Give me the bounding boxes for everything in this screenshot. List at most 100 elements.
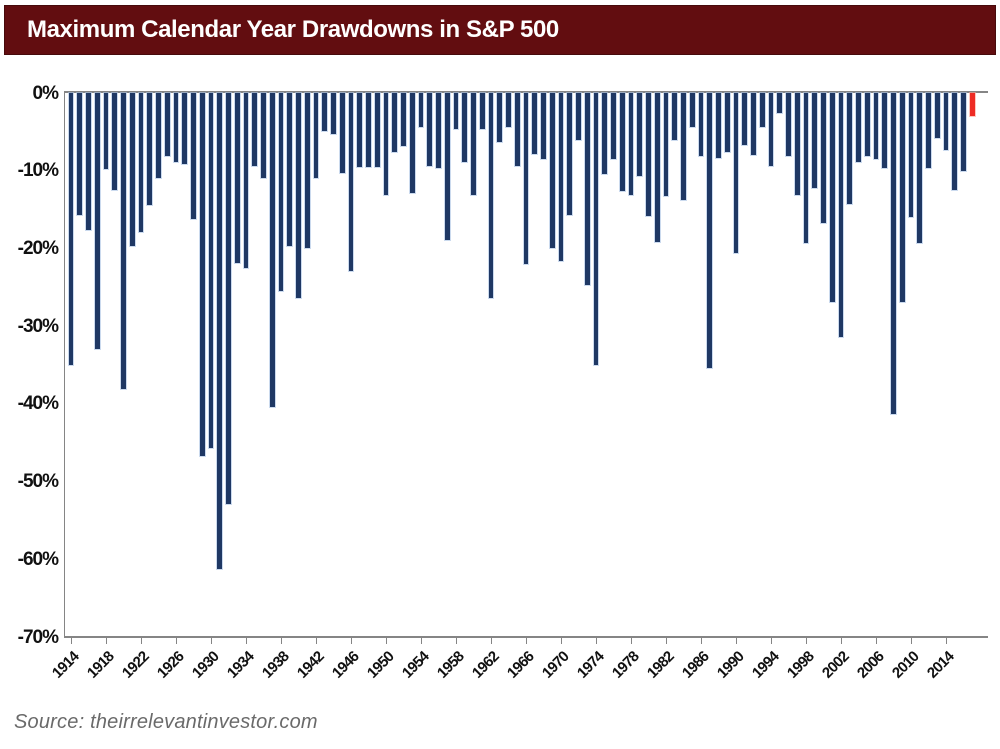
x-axis-tick-mark [841,637,842,644]
bar-1951 [392,92,398,152]
x-axis-tick-label: 1918 [83,647,118,682]
bar-1926 [173,92,179,162]
bar-1967 [532,92,538,154]
bar-2017-highlighted [969,92,975,116]
bar-1925 [164,92,170,157]
bar-1945 [339,92,345,173]
bar-2002 [838,92,844,337]
x-axis-tick-mark [351,637,352,644]
bar-1920 [121,92,126,390]
x-axis-tick-mark [701,637,702,644]
bar-1941 [304,92,310,248]
x-axis-tick-mark [806,637,807,644]
y-axis-tick-label: -40% [17,393,59,415]
bar-1952 [401,92,406,147]
bar-1972 [576,92,581,140]
bar-1922 [138,92,144,233]
x-axis-tick-label: 1974 [573,647,608,682]
bar-1993 [759,92,765,128]
bar-1982 [663,92,669,196]
x-axis-tick-label: 1970 [538,647,573,682]
x-axis-tick-mark [526,637,527,644]
bar-2015 [952,92,958,190]
title-bar: Maximum Calendar Year Drawdowns in S&P 5… [4,5,996,55]
bar-1944 [331,92,336,135]
x-axis-tick-label: 1958 [433,647,468,682]
x-axis-tick-mark [771,637,772,644]
bar-1949 [374,92,380,168]
x-axis-tick-label: 1926 [153,647,188,682]
bar-1916 [86,92,91,231]
bar-1988 [716,92,721,158]
x-axis-tick-mark [876,637,877,644]
bar-1915 [77,92,83,215]
bar-2012 [926,92,931,168]
x-axis-tick-mark [421,637,422,644]
bar-1955 [427,92,433,167]
bar-2008 [891,92,896,415]
x-axis-tick-mark [71,637,72,644]
bar-2001 [829,92,835,303]
x-axis-tick-mark [386,637,387,644]
x-axis-tick-label: 1986 [678,647,713,682]
x-axis-tick-mark [596,637,597,644]
bar-1969 [549,92,555,248]
x-axis-tick-mark [946,637,947,644]
bar-1990 [733,92,739,254]
x-axis-tick-label: 1930 [188,647,223,682]
bar-1981 [654,92,660,242]
x-axis-tick-label: 1994 [748,647,783,682]
bar-1948 [366,92,371,168]
bar-1960 [471,92,476,196]
bar-1923 [147,92,153,206]
x-axis-tick-label: 1982 [643,647,678,682]
bar-1954 [418,92,424,128]
x-axis-tick-mark [141,637,142,644]
x-axis-tick-mark [561,637,562,644]
x-axis-tick-mark [666,637,667,644]
bar-1963 [497,92,503,143]
bar-1953 [409,92,415,193]
bar-2010 [908,92,914,217]
bar-1950 [383,92,389,196]
bar-1961 [479,92,485,130]
x-axis-line [64,635,988,638]
x-axis-tick-label: 1942 [293,647,328,682]
bar-1918 [103,92,109,169]
bar-1996 [786,92,791,157]
bar-1924 [156,92,161,178]
bar-2006 [873,92,879,159]
bar-1939 [287,92,293,247]
bar-1937 [269,92,275,408]
x-axis-tick-mark [281,637,282,644]
bar-2004 [856,92,861,163]
x-axis-tick-label: 2014 [923,647,958,682]
bar-1973 [584,92,590,286]
bar-1985 [689,92,695,128]
bar-1933 [234,92,240,264]
x-axis-tick-label: 1966 [503,647,538,682]
source-attribution: Source: theirrelevantinvestor.com [14,711,318,733]
bar-1999 [812,92,818,189]
bar-1929 [199,92,205,457]
bar-1984 [681,92,686,200]
bar-2009 [899,92,905,303]
x-axis-tick-mark [736,637,737,644]
bar-1943 [322,92,328,132]
bar-1947 [357,92,363,168]
bar-2014 [943,92,949,150]
bar-1959 [462,92,468,163]
y-axis-tick-label: -10% [17,160,59,182]
bar-1971 [567,92,573,215]
y-axis-tick-label: -50% [17,471,59,493]
bar-1928 [191,92,196,220]
bar-1965 [514,92,520,167]
bar-1946 [348,92,354,272]
bar-2011 [917,92,923,244]
bar-1974 [593,92,599,365]
x-axis-tick-mark [911,637,912,644]
x-axis-tick-label: 1954 [398,647,433,682]
page-title: Maximum Calendar Year Drawdowns in S&P 5… [27,16,559,43]
